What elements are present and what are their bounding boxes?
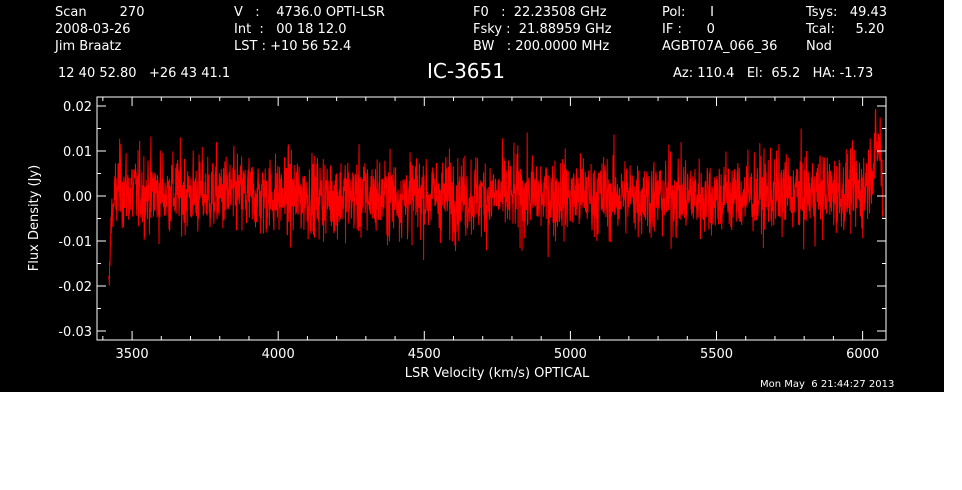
y-tick-label: -0.02: [58, 280, 92, 295]
y-tick-label: -0.03: [58, 325, 92, 340]
observer-name: Jim Braatz: [55, 39, 122, 54]
source-name: IC-3651: [427, 59, 505, 83]
x-axis-label: LSR Velocity (km/s) OPTICAL: [405, 366, 590, 381]
x-tick-label: 4500: [408, 347, 441, 362]
tcal: Tcal: 5.20: [806, 22, 885, 37]
y-tick-label: 0.00: [63, 190, 92, 205]
lst-info: LST : +10 56 52.4: [234, 39, 352, 54]
x-tick-label: 3500: [116, 347, 149, 362]
spectrum-chart: 3500 4000 4500 5000 5500 6000 -0.03 -0.02 -0.01 0…: [27, 96, 887, 381]
integration-time: Int : 00 18 12.0: [234, 22, 347, 37]
y-axis-label: Flux Density (Jy): [27, 165, 42, 271]
proc-mode: Nod: [806, 39, 832, 54]
polarization: Pol: I: [662, 5, 714, 20]
y-tick-label: 0.02: [63, 100, 92, 115]
plot-frame: [96, 96, 887, 341]
tsys: Tsys: 49.43: [806, 5, 888, 20]
project-id: AGBT07A_066_36: [662, 39, 778, 54]
x-tick-label: 4000: [262, 347, 295, 362]
x-tick-label: 5000: [554, 347, 587, 362]
plot-panel: Scan 270 2008-03-26 Jim Braatz V : 4736.…: [0, 0, 944, 392]
scan-number: Scan 270: [55, 5, 145, 20]
rest-frequency: F0 : 22.23508 GHz: [473, 5, 607, 20]
az-el-ha: Az: 110.4 El: 65.2 HA: -1.73: [673, 66, 874, 81]
obs-date: 2008-03-26: [55, 22, 131, 37]
x-tick-label: 5500: [700, 347, 733, 362]
spectrum-line: [108, 108, 884, 286]
sky-frequency: Fsky : 21.88959 GHz: [473, 22, 612, 37]
plot-timestamp: Mon May 6 21:44:27 2013: [760, 379, 895, 390]
if-number: IF : 0: [662, 22, 715, 37]
bandwidth: BW : 200.0000 MHz: [473, 39, 610, 54]
x-tick-label: 6000: [846, 347, 879, 362]
y-tick-label: -0.01: [58, 235, 92, 250]
y-tick-label: 0.01: [63, 145, 92, 160]
velocity-info: V : 4736.0 OPTI-LSR: [234, 5, 385, 20]
source-coordinates: 12 40 52.80 +26 43 41.1: [58, 66, 231, 81]
